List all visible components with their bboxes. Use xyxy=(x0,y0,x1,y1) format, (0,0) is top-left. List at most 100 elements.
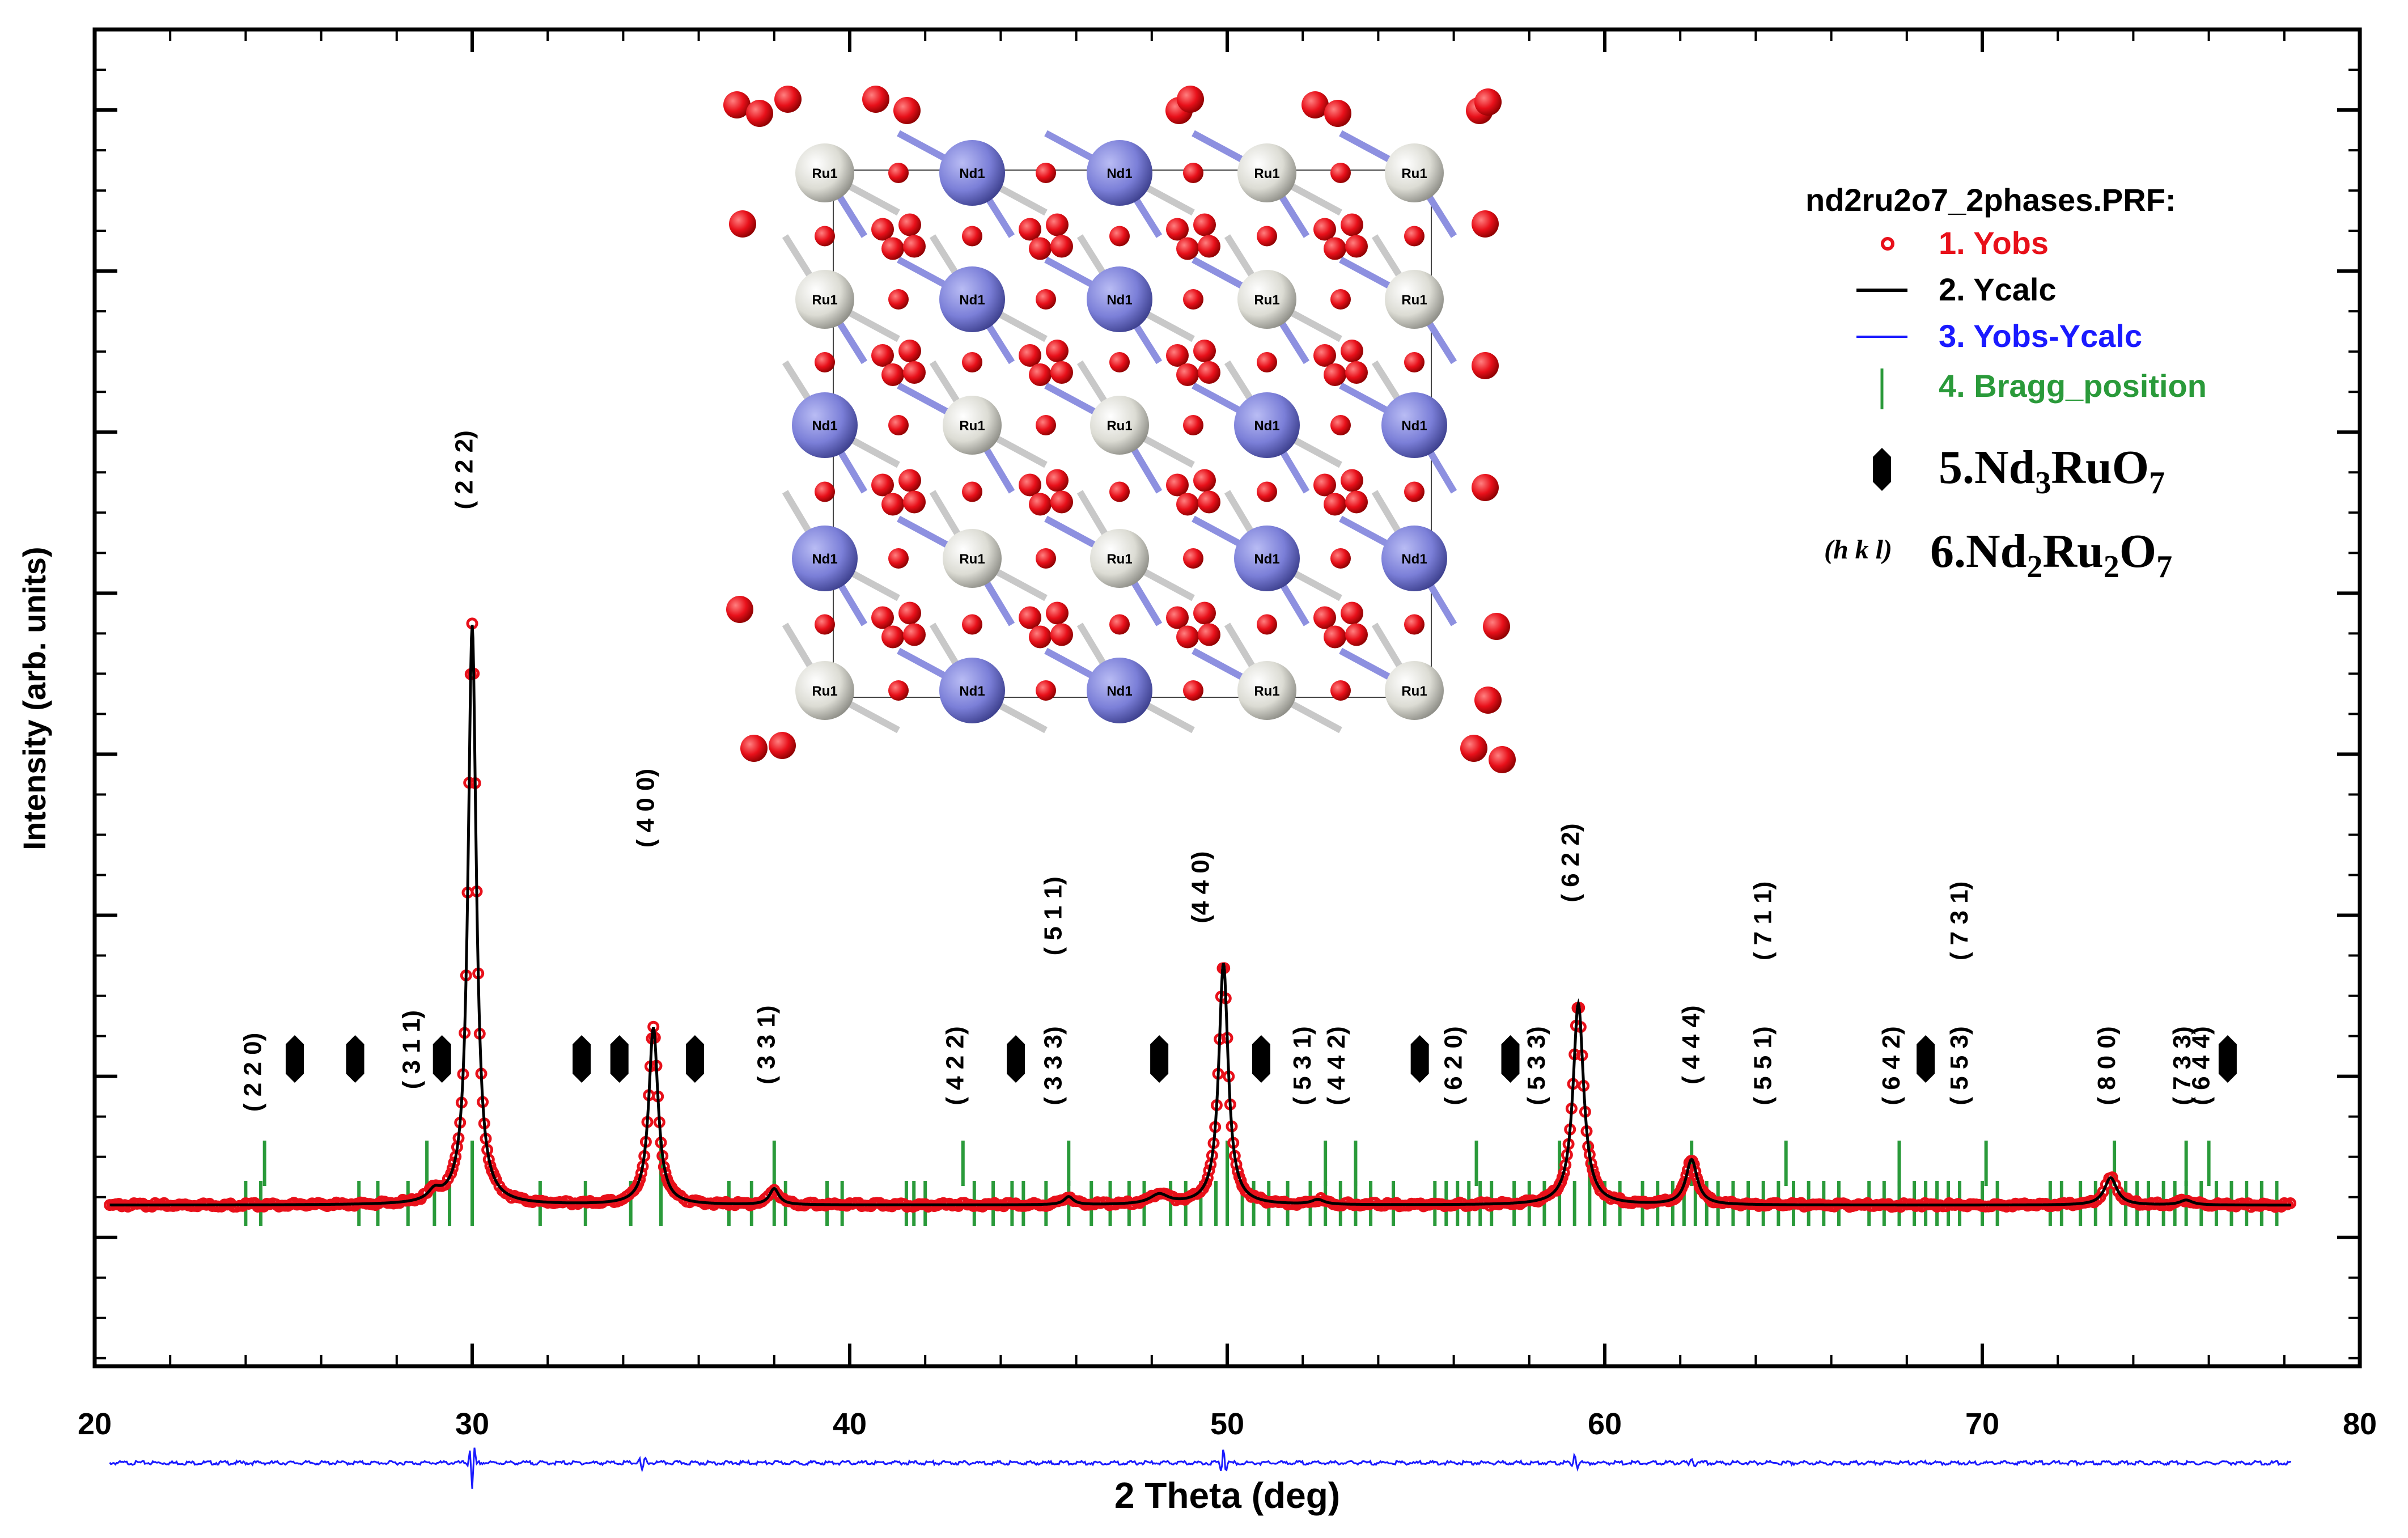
oxygen-atom xyxy=(1324,237,1346,260)
oxygen-atom xyxy=(1019,473,1041,497)
oxygen-atom xyxy=(1345,361,1368,384)
oxygen-atom xyxy=(1193,340,1216,362)
oxygen-atom xyxy=(1046,213,1069,236)
oxygen-atom xyxy=(1257,481,1277,502)
oxygen-atom xyxy=(815,352,835,372)
nd-atom xyxy=(939,658,1005,723)
atom-label: Ru1 xyxy=(1107,418,1132,434)
oxygen-atom xyxy=(903,490,926,514)
nd3ruo7-marker xyxy=(1150,1035,1169,1083)
oxygen-atom xyxy=(1345,490,1368,514)
difference-curve xyxy=(109,1447,2291,1489)
oxygen-atom xyxy=(1324,363,1346,386)
oxygen-atom xyxy=(1166,218,1189,241)
oxygen-atom xyxy=(903,235,926,258)
oxygen-atom xyxy=(1313,218,1336,241)
oxygen-atom xyxy=(1489,746,1516,773)
nd3ruo7-marker xyxy=(573,1035,591,1083)
oxygen-atom xyxy=(888,548,909,569)
x-tick-label: 50 xyxy=(1210,1407,1244,1441)
atom-label: Nd1 xyxy=(1107,293,1132,308)
oxygen-atom xyxy=(1257,226,1277,247)
hkl-label: ( 4 0 0) xyxy=(631,769,659,848)
nd3ruo7-marker xyxy=(2218,1035,2237,1083)
yobs-point xyxy=(2284,1197,2296,1209)
legend-nd3ruo7-marker xyxy=(1873,448,1891,491)
atom-label: Ru1 xyxy=(812,684,837,699)
oxygen-atom xyxy=(1193,469,1216,492)
oxygen-atom xyxy=(1193,213,1216,236)
nd-atom xyxy=(792,526,858,591)
legend-hkl-label: (h k l) xyxy=(1824,535,1892,565)
hkl-label: ( 3 1 1) xyxy=(397,1010,425,1089)
ru-atom xyxy=(1237,661,1296,720)
oxygen-atom xyxy=(1176,363,1199,386)
nd3ruo7-marker xyxy=(346,1035,364,1083)
oxygen-atom xyxy=(1036,680,1056,701)
hkl-label: ( 7 3 3) xyxy=(2168,1026,2196,1105)
atom-label: Ru1 xyxy=(1254,166,1279,181)
hkl-label: ( 6 2 0) xyxy=(1440,1026,1468,1105)
yobs-ycalc-curve xyxy=(109,1447,2291,1489)
hkl-label: ( 5 5 3) xyxy=(1945,1026,1973,1105)
atom-label: Ru1 xyxy=(1401,166,1427,181)
nd3ruo7-marker xyxy=(433,1035,451,1083)
nd-atom xyxy=(792,392,858,458)
oxygen-atom xyxy=(903,361,926,384)
oxygen-atom xyxy=(1019,344,1041,367)
oxygen-atom xyxy=(1029,237,1052,260)
oxygen-atom xyxy=(1109,352,1130,372)
oxygen-atom xyxy=(1036,163,1056,183)
hkl-labels: ( 2 2 0) ( 3 1 1) ( 2 2 2) ( 4 0 0) ( 3 3 1)… xyxy=(239,430,2215,1112)
oxygen-atom xyxy=(1313,344,1336,367)
oxygen-atom xyxy=(1050,490,1073,514)
oxygen-atom xyxy=(962,614,982,635)
oxygen-atom xyxy=(1472,474,1499,501)
oxygen-atom xyxy=(888,289,909,310)
ru-atom xyxy=(1090,529,1149,588)
x-tick-label: 40 xyxy=(833,1407,867,1441)
hkl-label: ( 5 3 3) xyxy=(1523,1026,1550,1105)
oxygen-atom xyxy=(1472,210,1499,238)
oxygen-atom xyxy=(1330,289,1351,310)
oxygen-atom xyxy=(815,614,835,635)
oxygen-atom xyxy=(888,163,909,183)
oxygen-atom xyxy=(1183,548,1203,569)
oxygen-atom xyxy=(1050,361,1073,384)
ru-atom xyxy=(943,396,1002,455)
oxygen-atom xyxy=(881,625,904,649)
oxygen-atom xyxy=(1166,344,1189,367)
oxygen-atom xyxy=(898,601,921,625)
hkl-label: ( 4 2 2) xyxy=(941,1026,969,1105)
oxygen-atom xyxy=(1183,163,1203,183)
hkl-label: ( 5 1 1) xyxy=(1040,876,1067,955)
ru-atom xyxy=(1237,143,1296,202)
atom-label: Nd1 xyxy=(1401,418,1427,434)
atom-label: Ru1 xyxy=(812,166,837,181)
oxygen-atom xyxy=(1176,625,1199,649)
nd-atom xyxy=(1381,526,1447,591)
nd-atom xyxy=(1234,526,1300,591)
ru-atom xyxy=(795,270,854,329)
y-axis-ticks xyxy=(95,69,2360,1359)
hkl-label: ( 5 3 1) xyxy=(1288,1026,1316,1105)
atom-label: Nd1 xyxy=(812,418,837,434)
oxygen-atom xyxy=(903,623,926,646)
nd3ruo7-markers xyxy=(285,1035,2237,1083)
ru-atom xyxy=(795,661,854,720)
hkl-label: ( 6 4 2) xyxy=(1877,1026,1905,1105)
oxygen-atom xyxy=(871,473,894,497)
oxygen-atom xyxy=(1330,415,1351,435)
y-axis-label: Intensity (arb. units) xyxy=(16,546,52,850)
oxygen-atom xyxy=(1019,606,1041,629)
ycalc-curve xyxy=(109,624,2291,1207)
oxygen-atom xyxy=(1324,100,1351,127)
oxygen-atom xyxy=(1036,415,1056,435)
nd-atom xyxy=(1087,140,1152,206)
atom-label: Nd1 xyxy=(1107,684,1132,699)
nd-atom xyxy=(1234,392,1300,458)
oxygen-atom xyxy=(815,481,835,502)
x-tick-label: 60 xyxy=(1588,1407,1622,1441)
legend-yobs-label: 1. Yobs xyxy=(1939,225,2049,261)
